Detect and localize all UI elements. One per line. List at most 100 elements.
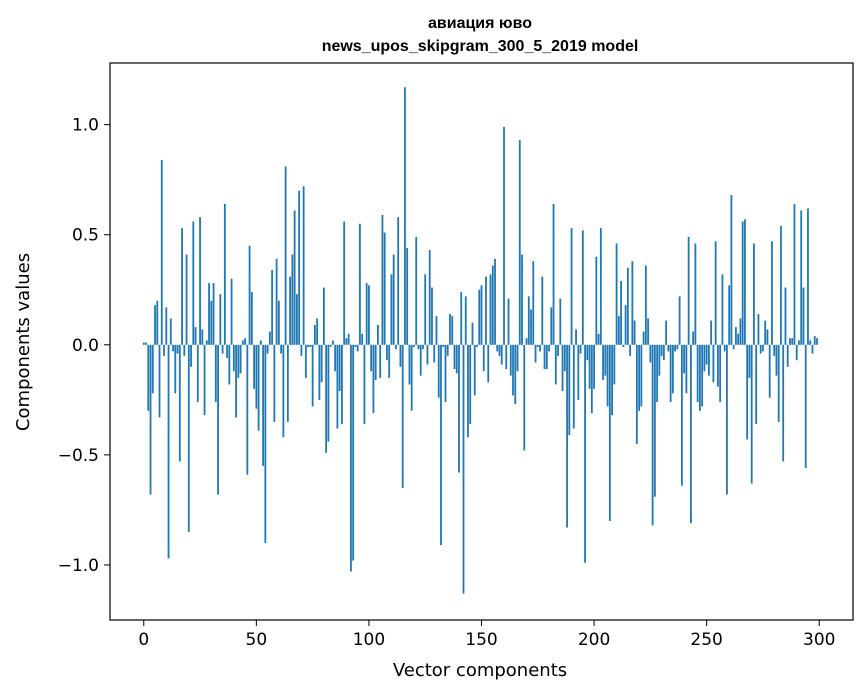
bar (798, 340, 800, 345)
bar (471, 322, 474, 345)
bar (789, 338, 791, 345)
bar (577, 344, 580, 400)
bar (730, 195, 733, 345)
bar (469, 344, 472, 425)
bar (802, 287, 805, 345)
bar (658, 344, 661, 376)
bar (304, 344, 307, 378)
bar (674, 344, 677, 352)
bar (563, 344, 566, 372)
y-axis-ticks: −1.0 −0.5 0.0 0.5 1.0 (58, 116, 110, 576)
bar (737, 333, 740, 345)
bar (795, 344, 798, 361)
bar (329, 344, 332, 347)
bars-group (142, 87, 818, 594)
bar (723, 344, 726, 352)
bar (268, 331, 271, 345)
bar (217, 344, 219, 495)
bar (203, 344, 206, 416)
bar (599, 228, 602, 345)
bar (365, 283, 368, 345)
bar (390, 274, 393, 345)
bar (370, 344, 373, 372)
bar (811, 344, 814, 354)
y-tick-label: 1.0 (72, 116, 99, 136)
bar (266, 344, 269, 354)
bar (397, 217, 400, 345)
bar (196, 344, 199, 403)
bar (194, 327, 197, 345)
bar (223, 203, 226, 345)
bar (190, 344, 192, 367)
bar (782, 344, 785, 462)
chart-subtitle: news_upos_skipgram_300_5_2019 model (322, 38, 639, 55)
bar (590, 344, 593, 414)
bar (165, 307, 168, 345)
bar (449, 313, 451, 345)
y-tick-label: 0.5 (72, 226, 99, 246)
bar (257, 344, 260, 431)
bar (719, 344, 722, 403)
bar (696, 344, 699, 403)
bar (741, 221, 744, 345)
bar (235, 344, 237, 418)
bar (809, 340, 812, 345)
bar (426, 344, 429, 365)
bar (750, 344, 753, 484)
bar (775, 344, 778, 376)
bar (662, 344, 665, 361)
bar (158, 344, 161, 418)
bar (386, 344, 388, 361)
bar (406, 247, 409, 345)
bar (473, 344, 476, 396)
bar (482, 344, 485, 372)
bar (708, 344, 710, 376)
bar (523, 344, 526, 451)
bar (169, 318, 172, 345)
bar (642, 331, 645, 345)
bar (286, 344, 289, 422)
bar (424, 274, 427, 345)
bar (624, 305, 627, 345)
bar (721, 274, 724, 345)
bar (327, 344, 330, 442)
bar (735, 327, 737, 345)
bar (626, 267, 629, 345)
bar (291, 254, 294, 345)
bar (593, 344, 595, 389)
bar (530, 309, 532, 345)
bar (687, 236, 690, 345)
bar (151, 344, 154, 394)
bar (250, 291, 253, 345)
bar (273, 344, 276, 422)
bar (595, 256, 598, 345)
bar (692, 331, 695, 345)
bar (302, 186, 305, 345)
bar (167, 344, 170, 559)
bar (232, 344, 235, 372)
bar (264, 344, 267, 543)
bar (566, 344, 568, 528)
bar (313, 324, 316, 345)
bar (417, 344, 420, 350)
bar (332, 340, 334, 345)
bar (543, 344, 546, 370)
bar (635, 344, 638, 444)
bar (717, 344, 719, 387)
bar (440, 344, 442, 546)
bar (813, 336, 816, 345)
bar (685, 344, 688, 394)
bar (491, 265, 494, 345)
bar (500, 344, 503, 365)
bar (208, 283, 210, 345)
bar (442, 344, 445, 347)
bar (178, 344, 181, 462)
bar (541, 276, 544, 345)
bar (647, 318, 650, 345)
bar (368, 285, 370, 345)
bar (401, 344, 404, 488)
bar (699, 344, 701, 411)
bar (527, 296, 530, 345)
bar (786, 344, 789, 367)
x-tick-label: 50 (246, 630, 268, 650)
